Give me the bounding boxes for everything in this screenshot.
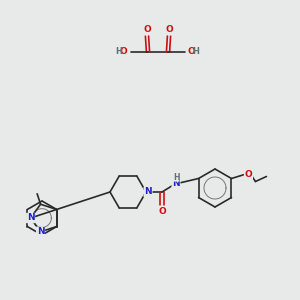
Text: N: N xyxy=(27,214,34,223)
Text: O: O xyxy=(143,26,151,34)
Text: O: O xyxy=(119,47,127,56)
Text: N: N xyxy=(144,188,152,196)
Text: O: O xyxy=(244,170,252,179)
Text: O: O xyxy=(165,26,173,34)
Text: O: O xyxy=(188,47,196,56)
Text: H: H xyxy=(116,47,122,56)
Text: N: N xyxy=(172,179,180,188)
Text: O: O xyxy=(158,206,166,215)
Text: H: H xyxy=(173,172,179,182)
Text: N: N xyxy=(37,227,44,236)
Text: H: H xyxy=(193,47,200,56)
